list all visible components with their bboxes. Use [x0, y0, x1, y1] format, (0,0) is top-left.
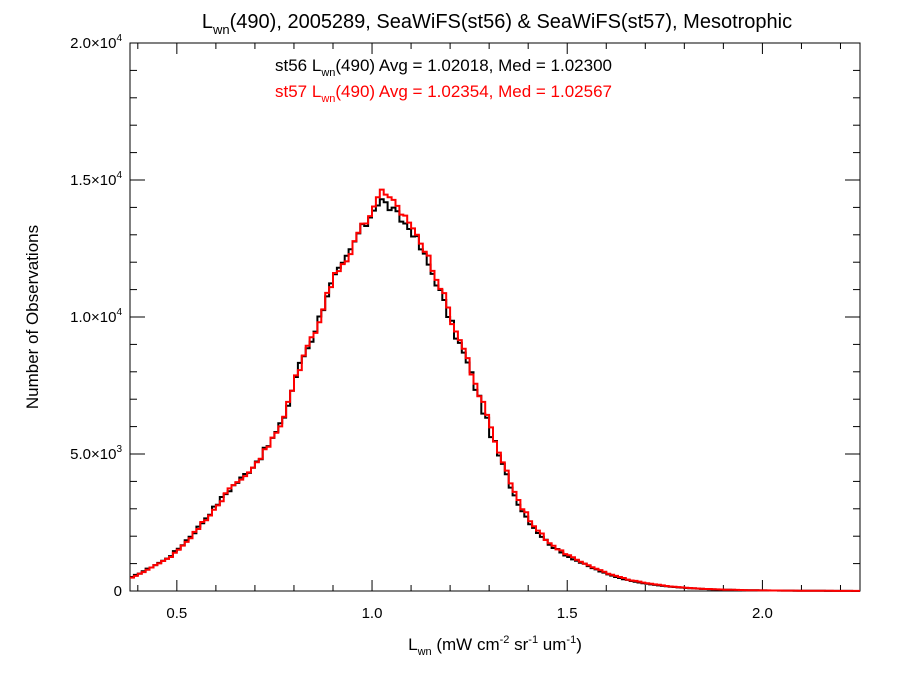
x-tick-label: 0.5	[166, 605, 187, 622]
y-tick-exponent: 4	[116, 307, 122, 318]
series-st56-line	[130, 198, 860, 592]
y-tick-label: 5.0×103	[70, 444, 122, 463]
x-label-s1: -2	[500, 634, 510, 646]
legend-st57-sub: wn	[320, 93, 335, 105]
y-tick-label: 2.0×104	[70, 33, 122, 52]
chart-title: Lwn(490), 2005289, SeaWiFS(st56) & SeaWi…	[202, 11, 792, 37]
x-axis-ticks: 0.5 1.0 1.5 2.0	[137, 43, 841, 622]
y-tick-mantissa: 1.0×10	[70, 309, 116, 326]
x-label-s3: -1	[566, 634, 576, 646]
series-layer	[130, 188, 860, 592]
x-label-s2: -1	[528, 634, 538, 646]
plot-frame	[129, 42, 861, 592]
legend-st57: st57 Lwn(490) Avg = 1.02354, Med = 1.025…	[275, 82, 612, 105]
x-label-p2: sr	[509, 635, 528, 654]
chart-title-prefix: L	[202, 11, 213, 33]
y-tick-label: 0	[114, 583, 122, 600]
chart-title-rest: (490), 2005289, SeaWiFS(st56) & SeaWiFS(…	[230, 11, 792, 33]
chart-title-sub: wn	[212, 22, 230, 37]
y-tick-mantissa: 0	[114, 583, 122, 600]
y-tick-exponent: 4	[116, 33, 122, 44]
x-label-prefix: L	[408, 635, 417, 654]
x-label-p1: (mW cm	[432, 635, 500, 654]
x-label-p3: um	[538, 635, 566, 654]
legend-st57-rest: (490) Avg = 1.02354, Med = 1.02567	[335, 82, 612, 101]
y-tick-mantissa: 2.0×10	[70, 35, 116, 52]
y-tick-label: 1.0×104	[70, 307, 122, 326]
x-label-sub: wn	[417, 646, 432, 658]
x-tick-label: 1.5	[557, 605, 578, 622]
series-st57-line	[130, 188, 860, 592]
y-tick-mantissa: 5.0×10	[70, 446, 116, 463]
x-axis-label: Lwn (mW cm-2 sr-1 um-1)	[408, 634, 582, 658]
legend-st56-prefix: st56 L	[275, 56, 321, 75]
y-tick-exponent: 3	[116, 444, 122, 455]
legend-st57-prefix: st57 L	[275, 82, 321, 101]
x-tick-label: 2.0	[752, 605, 773, 622]
y-tick-exponent: 4	[116, 170, 122, 181]
legend-st56: st56 Lwn(490) Avg = 1.02018, Med = 1.023…	[275, 56, 612, 79]
legend-st56-sub: wn	[320, 67, 335, 79]
y-axis-label: Number of Observations	[23, 225, 42, 409]
legend-st56-rest: (490) Avg = 1.02018, Med = 1.02300	[335, 56, 612, 75]
x-label-p4: )	[576, 635, 582, 654]
y-tick-label: 1.5×104	[70, 170, 122, 189]
x-tick-label: 1.0	[362, 605, 383, 622]
y-tick-mantissa: 1.5×10	[70, 172, 116, 189]
